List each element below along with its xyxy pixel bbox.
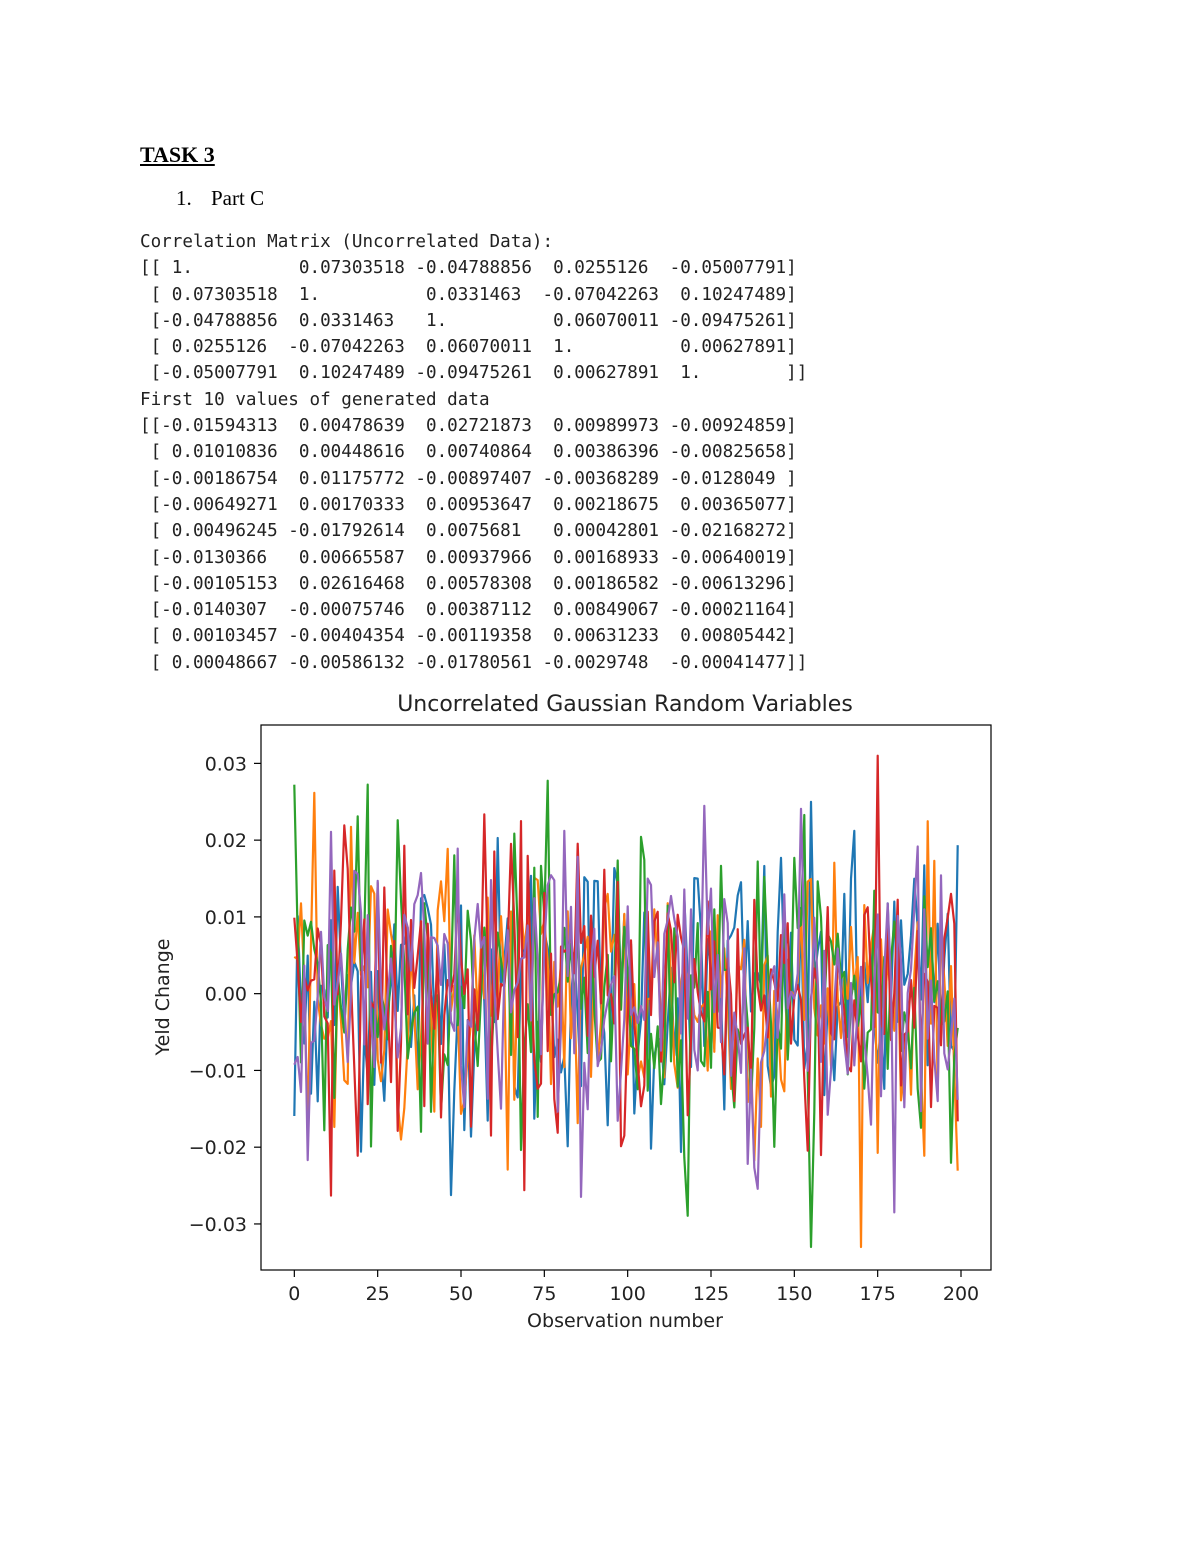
code-line: [ 0.00496245 -0.01792614 0.0075681 0.000…	[140, 521, 797, 542]
x-tick-label: 200	[943, 1283, 979, 1305]
x-tick-label: 25	[366, 1283, 390, 1305]
y-tick-label: 0.03	[205, 753, 247, 775]
code-line: [-0.00105153 0.02616468 0.00578308 0.001…	[140, 573, 797, 594]
plot-frame	[260, 724, 992, 1271]
series-layer	[293, 754, 959, 1249]
code-line: [-0.0130366 0.00665587 0.00937966 0.0016…	[140, 547, 797, 568]
code-line: [ 0.0255126 -0.07042263 0.06070011 1. 0.…	[140, 337, 797, 358]
code-line: [ 0.07303518 1. 0.0331463 -0.07042263 0.…	[140, 284, 797, 305]
x-tick-label: 75	[532, 1283, 556, 1305]
x-tick-label: 50	[449, 1283, 473, 1305]
x-axis-label: Observation number	[527, 1310, 723, 1332]
code-line: [ 0.00103457 -0.00404354 -0.00119358 0.0…	[140, 626, 797, 647]
x-tick-label: 175	[860, 1283, 896, 1305]
y-axis-label: Yeld Change	[152, 939, 174, 1057]
task-heading: TASK 3	[140, 142, 215, 167]
x-tick-label: 0	[288, 1283, 300, 1305]
series-line-5	[293, 804, 959, 1214]
x-tick-label: 125	[693, 1283, 729, 1305]
code-line: [-0.0140307 -0.00075746 0.00387112 0.008…	[140, 600, 797, 621]
y-tick-label: 0.00	[205, 984, 247, 1006]
y-tick-label: 0.01	[205, 907, 247, 929]
axes-layer: 0 25 50 75 100 125 150 175 200 −0.03 −0.02 −0.01 0.0…	[189, 753, 979, 1305]
code-line: [[ 1. 0.07303518 -0.04788856 0.0255126 -…	[140, 258, 797, 279]
code-line: [-0.04788856 0.0331463 1. 0.06070011 -0.…	[140, 310, 797, 331]
code-line: [-0.00649271 0.00170333 0.00953647 0.002…	[140, 494, 797, 515]
y-tick-label: 0.02	[205, 830, 247, 852]
code-line: [-0.05007791 0.10247489 -0.09475261 0.00…	[140, 363, 808, 384]
code-line: First 10 values of generated data	[140, 389, 490, 410]
y-tick-label: −0.01	[189, 1060, 247, 1082]
code-line: Correlation Matrix (Uncorrelated Data):	[140, 232, 554, 252]
series-line-4	[293, 754, 959, 1197]
list-item-part: 1. Part C	[176, 186, 264, 211]
code-line: [[-0.01594313 0.00478639 0.02721873 0.00…	[140, 416, 797, 437]
chart-title: Uncorrelated Gaussian Random Variables	[397, 692, 853, 717]
x-tick-label: 100	[610, 1283, 646, 1305]
code-output: Correlation Matrix (Uncorrelated Data): […	[140, 229, 807, 676]
x-tick-label: 150	[776, 1283, 812, 1305]
y-tick-label: −0.03	[189, 1214, 247, 1236]
list-number: 1.	[176, 186, 192, 210]
code-line: [ 0.01010836 0.00448616 0.00740864 0.003…	[140, 442, 797, 463]
y-tick-label: −0.02	[189, 1137, 247, 1159]
code-line: [-0.00186754 0.01175772 -0.00897407 -0.0…	[140, 468, 797, 489]
line-chart: Uncorrelated Gaussian Random Variables 0…	[152, 692, 992, 1332]
code-line: [ 0.00048667 -0.00586132 -0.01780561 -0.…	[140, 652, 808, 673]
list-label: Part C	[211, 186, 265, 210]
